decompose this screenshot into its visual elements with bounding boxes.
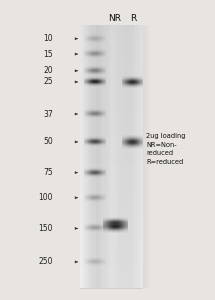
Text: 150: 150	[38, 224, 53, 233]
Text: R: R	[130, 14, 136, 23]
Text: 37: 37	[43, 110, 53, 118]
Text: 15: 15	[43, 50, 53, 58]
Text: 25: 25	[43, 77, 53, 86]
Text: 20: 20	[43, 66, 53, 75]
Text: 10: 10	[43, 34, 53, 43]
Text: 50: 50	[43, 137, 53, 146]
Text: 75: 75	[43, 168, 53, 177]
Text: 250: 250	[38, 257, 53, 266]
Text: 2ug loading
NR=Non-
reduced
R=reduced: 2ug loading NR=Non- reduced R=reduced	[146, 133, 186, 165]
FancyBboxPatch shape	[80, 26, 142, 288]
Text: NR: NR	[109, 14, 121, 23]
Text: 100: 100	[38, 193, 53, 202]
